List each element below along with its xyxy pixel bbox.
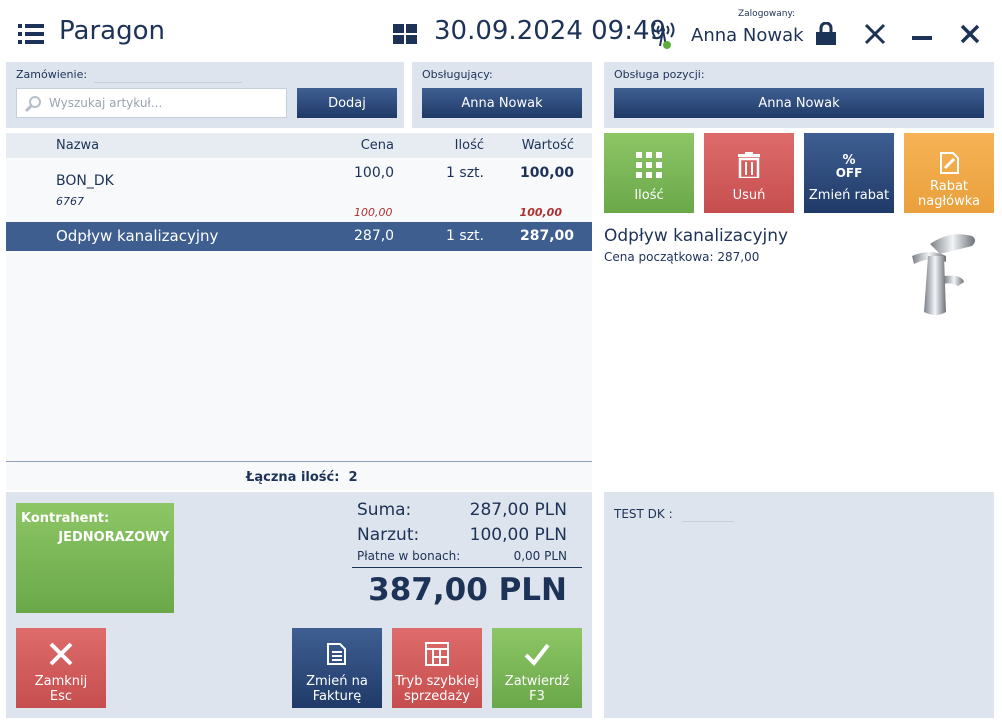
invoice-icon (327, 643, 346, 665)
button-label: Zmień na (306, 674, 368, 689)
total-qty-value: 2 (348, 470, 358, 485)
button-label: Zamknij (34, 674, 88, 689)
add-button[interactable]: Dodaj (297, 88, 397, 118)
settings-icon[interactable] (863, 22, 887, 46)
item-qty: 1 szt. (446, 165, 484, 181)
column-header: Ilość (454, 138, 484, 153)
trash-icon (738, 152, 760, 178)
button-sub: Esc (49, 689, 73, 704)
served-label: Obsługujący: (422, 68, 493, 81)
minimize-icon[interactable] (912, 36, 932, 42)
quick-sale-icon (425, 642, 449, 666)
column-header: Nazwa (56, 138, 100, 153)
product-price-value: 287,00 (717, 250, 760, 264)
edit-icon (940, 152, 959, 174)
product-price-label: Cena początkowa: (604, 250, 714, 264)
customer-value: JEDNORAZOWY (58, 530, 169, 545)
lock-icon[interactable] (816, 22, 836, 46)
logged-user: Anna Nowak (691, 25, 804, 46)
grid-icon (636, 152, 662, 178)
total-value: 387,00 PLN (368, 572, 567, 608)
total-qty-label: Łączna ilość: (246, 470, 340, 485)
markup-label: Narzut: (357, 525, 420, 545)
item-price: 287,00 (354, 228, 394, 244)
item-service-label: Obsługa pozycji: (614, 68, 705, 81)
item-name: Odpływ kanalizacyjny (56, 227, 219, 245)
close-button[interactable]: Zamknij Esc (16, 628, 106, 708)
close-icon[interactable] (960, 24, 980, 44)
icon-text: % (842, 153, 856, 168)
search-input[interactable]: Wyszukaj artykuł... (16, 88, 287, 118)
customer-label: Kontrahent: (21, 511, 110, 526)
discount-icon: % OFF (836, 154, 863, 180)
header-discount-button[interactable]: Rabat nagłówka (904, 133, 994, 213)
vouchers-value: 0,00 PLN (513, 549, 567, 563)
item-qty: 1 szt. (446, 228, 484, 244)
grid-icon[interactable] (393, 24, 417, 44)
check-icon (524, 643, 550, 666)
delete-button[interactable]: Usuń (704, 133, 794, 213)
items-table: Nazwa Cena Ilość Wartość BON_DK 6767 100… (6, 133, 592, 490)
quick-sale-button[interactable]: Tryb szybkiej sprzedaży (392, 628, 482, 708)
button-label: Zmień rabat (808, 188, 890, 203)
item-service-panel: Obsługa pozycji: Anna Nowak (604, 62, 994, 128)
product-price: Cena początkowa: 287,00 (604, 250, 759, 264)
button-label: Tryb szybkiej (395, 674, 479, 689)
item-orig-value: 100,00 (519, 206, 562, 219)
button-label: Usuń (732, 188, 766, 203)
menu-icon[interactable] (18, 24, 44, 44)
sum-label: Suma: (357, 500, 412, 520)
product-name: Odpływ kanalizacyjny (604, 226, 789, 246)
vouchers-label: Płatne w bonach: (357, 549, 461, 563)
markup-value: 100,00 PLN (469, 525, 567, 545)
attribute-label: TEST DK : (614, 507, 673, 521)
table-row-selected[interactable]: Odpływ kanalizacyjny 287,00 1 szt. 287,0… (6, 222, 592, 251)
icon-text: OFF (835, 166, 863, 180)
product-image (912, 234, 975, 315)
divider (352, 567, 582, 568)
app-title: Paragon (59, 16, 165, 46)
discount-button[interactable]: % OFF Zmień rabat (804, 133, 894, 213)
button-sub: sprzedaży (404, 689, 470, 704)
summary-panel: Kontrahent: JEDNORAZOWY Suma: 287,00 PLN… (6, 492, 592, 718)
divider (94, 82, 242, 83)
button-label: Zatwierdź (504, 674, 570, 689)
item-price: 100,00 (354, 165, 394, 181)
item-orig-price: 100,00 (354, 206, 393, 219)
logged-label: Zalogowany: (738, 9, 796, 19)
table-row[interactable]: BON_DK 6767 100,00 1 szt. 100,00 100,00 … (6, 158, 592, 221)
item-value: 287,00 (519, 228, 574, 244)
item-value: 100,00 (519, 165, 574, 181)
total-qty: Łączna ilość: 2 (246, 470, 358, 485)
column-header: Cena (360, 138, 394, 153)
attribute-field[interactable] (682, 521, 734, 522)
button-label: Ilość (634, 188, 664, 203)
item-name: BON_DK (56, 173, 114, 189)
table-header: Nazwa Cena Ilość Wartość (6, 133, 592, 158)
button-label: Rabat nagłówka (917, 179, 980, 209)
qty-button[interactable]: Ilość (604, 133, 694, 213)
connection-icon (651, 22, 675, 49)
order-label: Zamówienie: (16, 68, 88, 81)
served-button[interactable]: Anna Nowak (422, 88, 582, 118)
datetime: 30.09.2024 09:49 (434, 16, 667, 46)
search-placeholder: Wyszukaj artykuł... (49, 96, 163, 110)
served-panel: Obsługujący: Anna Nowak (412, 62, 592, 128)
sum-value: 287,00 PLN (469, 500, 567, 520)
confirm-button[interactable]: Zatwierdź F3 (492, 628, 582, 708)
divider (6, 461, 592, 462)
customer-tile[interactable]: Kontrahent: JEDNORAZOWY (16, 503, 174, 613)
close-icon (49, 642, 73, 666)
button-sub: Fakturę (312, 689, 362, 704)
invoice-button[interactable]: Zmień na Fakturę (292, 628, 382, 708)
order-panel: Zamówienie: Wyszukaj artykuł... Dodaj (6, 62, 404, 128)
attributes-panel: TEST DK : (604, 492, 994, 718)
column-header: Wartość (521, 138, 574, 153)
item-service-button[interactable]: Anna Nowak (614, 88, 984, 118)
search-icon (24, 96, 41, 113)
item-code: 6767 (56, 195, 84, 208)
button-sub: F3 (529, 689, 545, 704)
